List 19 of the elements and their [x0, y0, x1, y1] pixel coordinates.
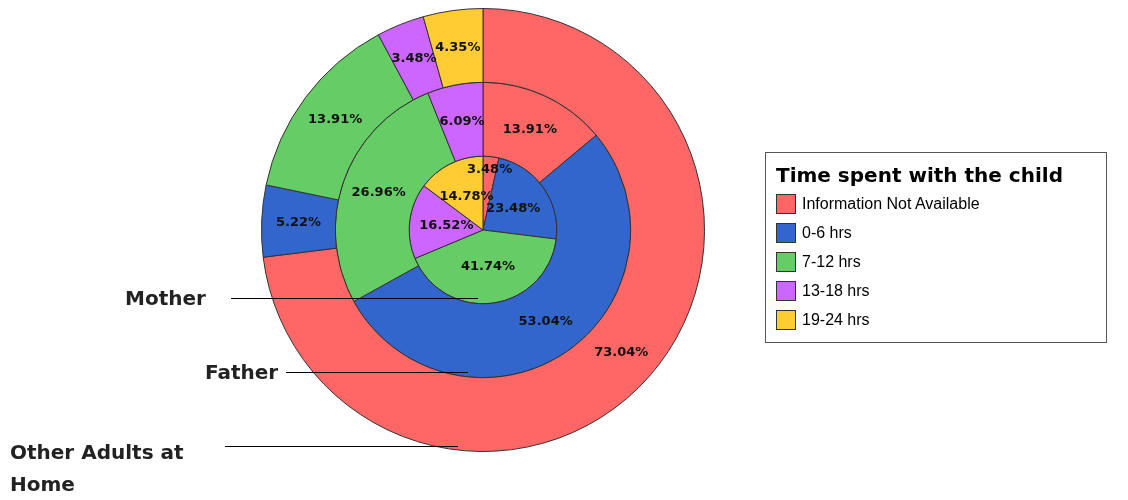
- legend-label: 19-24 hrs: [802, 310, 870, 329]
- data-label: 13.91%: [308, 110, 363, 126]
- data-label: 73.04%: [594, 343, 649, 359]
- legend-title: Time spent with the child: [776, 163, 1064, 187]
- legend-label: Information Not Available: [802, 194, 980, 213]
- data-label: 5.22%: [276, 213, 322, 229]
- slice-label: Mother: [125, 285, 206, 312]
- data-label: 26.96%: [351, 184, 406, 200]
- slice-label: Other Adults at Home: [10, 439, 185, 498]
- data-label: 41.74%: [460, 257, 516, 273]
- legend-label: 13-18 hrs: [802, 281, 870, 300]
- slice-label: Father: [205, 359, 279, 386]
- legend-label: 7-12 hrs: [802, 252, 861, 271]
- data-label: 23.48%: [486, 200, 541, 216]
- data-label: 4.35%: [435, 38, 481, 54]
- data-label: 53.04%: [518, 312, 573, 328]
- legend-label: 0-6 hrs: [802, 223, 852, 242]
- data-label: 13.91%: [502, 121, 557, 137]
- data-label: 16.52%: [419, 216, 474, 232]
